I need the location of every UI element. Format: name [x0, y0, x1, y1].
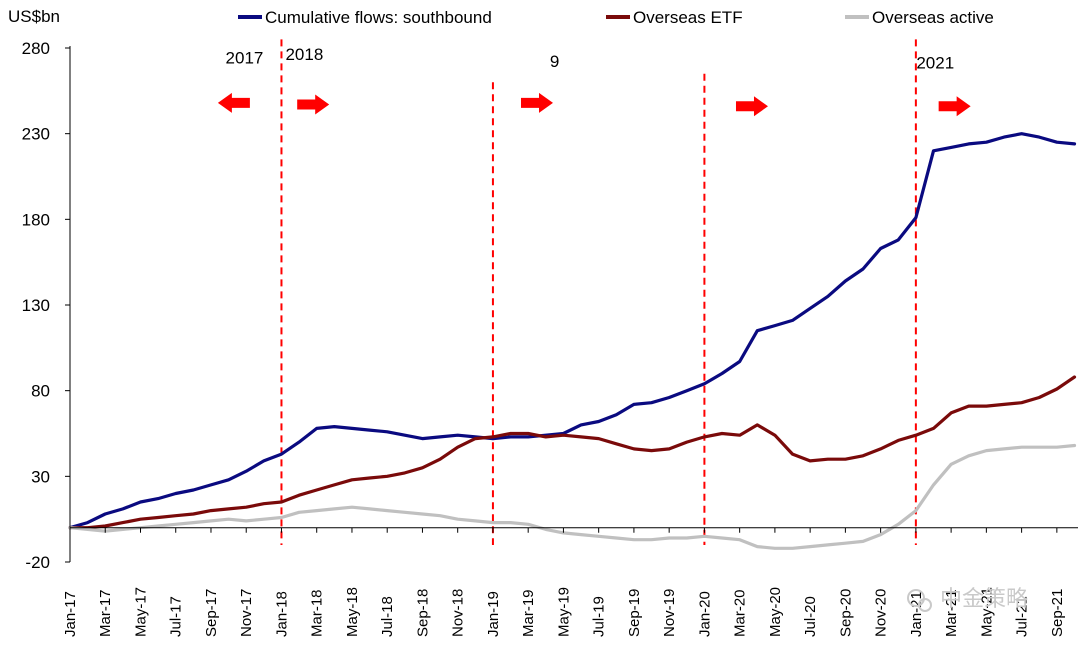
x-tick-label: May-17: [132, 587, 149, 637]
series-line-active: [68, 443, 1077, 550]
x-tick-label: Mar-19: [520, 589, 537, 637]
x-tick-label: Jan-21: [908, 591, 925, 637]
x-tick-label: Nov-18: [450, 589, 467, 637]
x-tick-label: Sep-17: [203, 589, 220, 637]
legend-label-southbound: Cumulative flows: southbound: [265, 8, 492, 27]
x-tick-label: Jul-19: [591, 596, 608, 637]
y-tick-label: 230: [22, 125, 50, 144]
x-tick-label: Jul-17: [168, 596, 185, 637]
y-tick-label: 130: [22, 296, 50, 315]
x-tick-label: Jan-18: [273, 591, 290, 637]
arrow-right-icon: [938, 96, 971, 117]
y-tick-label: 30: [31, 467, 50, 486]
y-tick-label: 80: [31, 382, 50, 401]
period-label: 9: [550, 52, 559, 71]
x-tick-label: May-19: [555, 587, 572, 637]
x-tick-label: Mar-20: [732, 589, 749, 637]
arrow-right-icon: [297, 94, 330, 115]
wechat-icon: [907, 589, 925, 607]
x-tick-label: Jan-20: [696, 591, 713, 637]
x-tick-label: Nov-20: [873, 589, 890, 637]
wechat-icon-bubble: [918, 598, 932, 612]
series-line-etf: [68, 375, 1077, 530]
x-tick-label: Nov-19: [661, 589, 678, 637]
x-tick-label: Sep-19: [626, 589, 643, 637]
x-tick-label: Jan-19: [485, 591, 502, 637]
series-line-southbound: [68, 132, 1077, 530]
arrow-left-icon: [217, 92, 250, 113]
x-tick-label: May-18: [344, 587, 361, 637]
legend-label-etf: Overseas ETF: [633, 8, 743, 27]
y-tick-label: 180: [22, 210, 50, 229]
arrow-right-icon: [520, 92, 553, 113]
watermark-text: 中金策略: [940, 586, 1028, 611]
y-unit-label: US$bn: [8, 7, 60, 26]
x-tick-label: Jul-21: [1014, 596, 1031, 637]
x-tick-label: Mar-17: [97, 589, 114, 637]
period-label: 2018: [285, 45, 323, 64]
x-tick-label: Sep-20: [837, 589, 854, 637]
x-tick-label: Jul-18: [379, 596, 396, 637]
y-tick-label: -20: [25, 553, 50, 572]
x-tick-label: Jul-20: [802, 596, 819, 637]
y-tick-label: 280: [22, 39, 50, 58]
x-tick-label: Mar-21: [943, 589, 960, 637]
x-tick-label: Jan-17: [62, 591, 79, 637]
arrow-right-icon: [735, 96, 768, 117]
legend-label-active: Overseas active: [872, 8, 994, 27]
x-tick-label: Nov-17: [238, 589, 255, 637]
x-tick-label: Sep-21: [1049, 589, 1066, 637]
period-label: 2021: [916, 54, 954, 73]
x-tick-label: May-21: [978, 587, 995, 637]
x-tick-label: May-20: [767, 587, 784, 637]
x-tick-label: Sep-18: [414, 589, 431, 637]
x-tick-label: Mar-18: [309, 589, 326, 637]
period-label: 2017: [226, 48, 264, 67]
